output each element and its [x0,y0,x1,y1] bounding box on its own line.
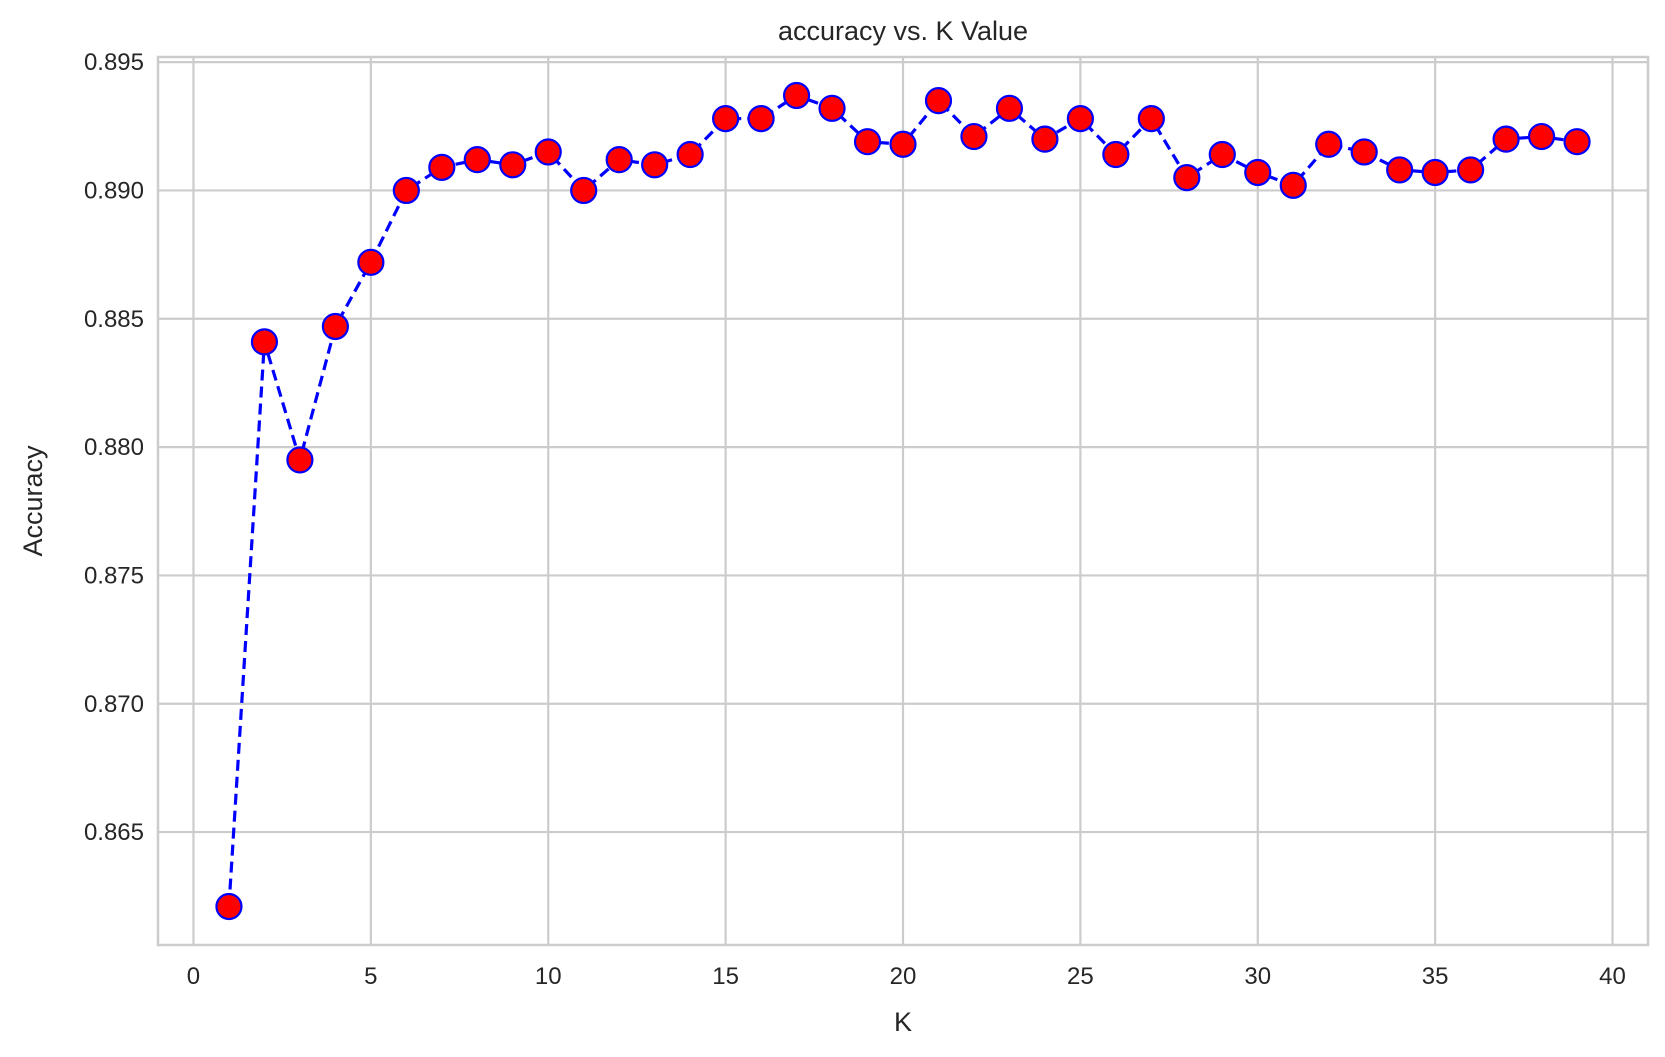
data-point-marker [321,312,349,341]
x-tick-label: 5 [364,963,377,990]
data-point-marker [641,151,669,179]
accuracy-series-markers [215,81,1591,921]
data-point-marker [818,94,846,122]
x-tick-label: 15 [712,963,739,990]
x-tick-label: 40 [1599,963,1626,990]
y-tick-label: 0.890 [84,177,144,204]
data-point-marker [499,151,527,179]
data-point-marker [1031,125,1059,153]
chart-title: accuracy vs. K Value [778,16,1028,46]
data-point-marker [960,122,988,151]
data-point-marker [1492,125,1520,153]
y-tick-label: 0.875 [84,562,144,589]
y-tick-label: 0.895 [84,49,144,76]
data-point-marker [1315,130,1343,158]
x-tick-labels: 0 5 10 15 20 25 30 35 40 [187,963,1626,990]
x-axis-label: K [894,1007,912,1037]
data-point-marker [1386,156,1414,184]
x-tick-label: 35 [1422,963,1449,990]
data-point-marker [250,328,279,356]
y-tick-label: 0.865 [84,819,144,846]
data-point-marker [853,128,882,156]
y-tick-label: 0.870 [84,691,144,718]
data-point-marker [1137,104,1165,133]
data-point-marker [534,138,562,166]
data-point-marker [215,892,243,921]
x-tick-label: 30 [1244,963,1271,990]
data-point-marker [782,81,811,110]
data-point-marker [1527,122,1556,151]
data-point-marker [1208,140,1236,169]
data-point-marker [995,94,1024,122]
data-point-marker [1563,128,1591,156]
x-tick-label: 10 [535,963,562,990]
data-point-marker [570,176,598,205]
data-point-marker [463,146,491,174]
data-point-marker [286,446,314,474]
x-tick-label: 20 [890,963,917,990]
y-tick-label: 0.880 [84,434,144,461]
grid-lines [158,57,1648,945]
data-point-marker [1279,171,1307,199]
data-point-marker [1244,158,1272,187]
data-point-marker [712,104,740,133]
x-tick-label: 0 [187,963,200,990]
data-point-marker [924,87,953,115]
data-point-marker [676,140,704,169]
data-point-marker [428,153,456,181]
data-point-marker [889,130,917,158]
data-point-marker [1066,104,1094,133]
data-point-marker [1102,140,1130,169]
data-point-marker [1173,164,1201,192]
data-point-marker [1421,158,1449,187]
x-tick-label: 25 [1067,963,1094,990]
plot-area-frame [156,55,1650,947]
data-point-marker [1350,138,1378,166]
y-tick-label: 0.885 [84,306,144,333]
data-point-marker [357,248,385,276]
data-point-marker [392,176,420,205]
data-point-marker [747,104,775,133]
data-point-marker [1457,156,1485,184]
y-axis-label: Accuracy [18,445,48,557]
y-tick-labels: 0.865 0.870 0.875 0.880 0.885 0.890 0.895 [84,49,144,846]
data-point-marker [605,146,633,174]
